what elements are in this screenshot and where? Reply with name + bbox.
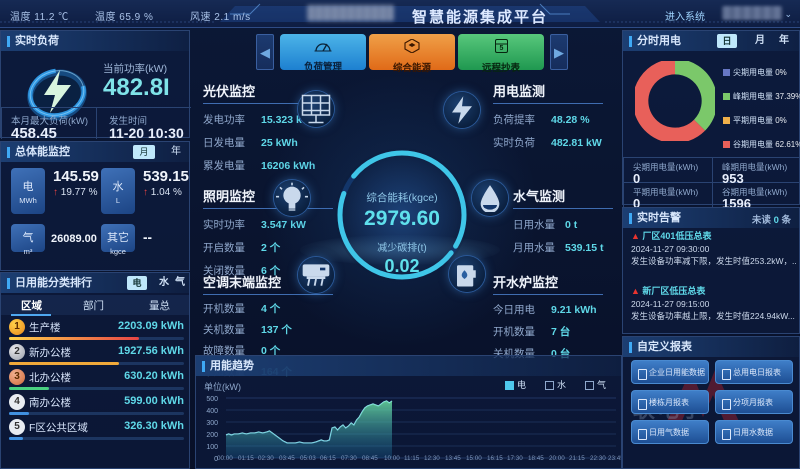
svg-text:200: 200 <box>206 432 218 439</box>
svg-text:400: 400 <box>206 408 218 415</box>
svg-text:100: 100 <box>206 444 218 451</box>
svg-text:500: 500 <box>206 396 218 403</box>
svg-text:300: 300 <box>206 420 218 427</box>
svg-text:5: 5 <box>499 45 503 52</box>
